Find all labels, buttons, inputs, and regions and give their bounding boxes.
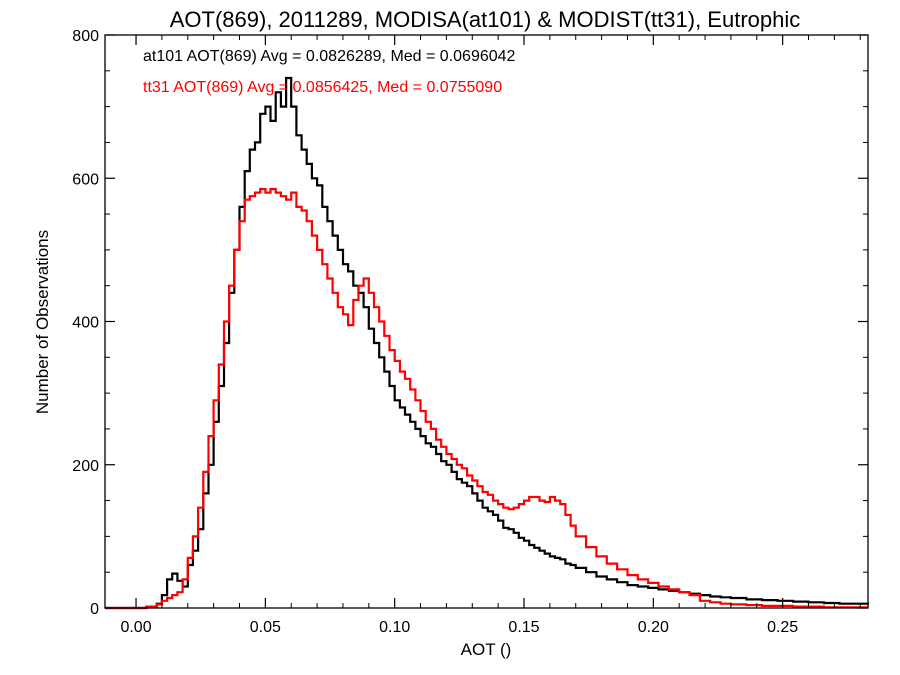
- x-tick-label: 0.10: [379, 619, 410, 636]
- y-tick-label: 200: [72, 458, 99, 475]
- x-tick-label: 0.20: [638, 619, 669, 636]
- legend-at101-stats: at101 AOT(869) Avg = 0.0826289, Med = 0.…: [143, 48, 516, 65]
- series-line-tt31: [105, 187, 868, 610]
- x-tick-label: 0.05: [250, 619, 281, 636]
- plot-area: [105, 76, 870, 610]
- x-axis-label: AOT (): [461, 640, 512, 659]
- x-tick-label: 0.15: [508, 619, 539, 636]
- y-tick-label: 0: [90, 601, 99, 618]
- axis-ticks: 0.00 0.05 0.10 0.15 0.20 0.25 0 200 400 600 800: [72, 28, 868, 636]
- y-tick-label: 400: [72, 315, 99, 332]
- legend-tt31-stats: tt31 AOT(869) Avg = 0.0856425, Med = 0.0…: [143, 79, 502, 96]
- y-axis-label: Number of Observations: [33, 230, 52, 414]
- y-tick-label: 800: [72, 28, 99, 45]
- x-tick-label: 0.25: [767, 619, 798, 636]
- y-tick-label: 600: [72, 171, 99, 188]
- x-tick-label: 0.00: [120, 619, 151, 636]
- chart-title: AOT(869), 2011289, MODISA(at101) & MODIS…: [170, 7, 801, 32]
